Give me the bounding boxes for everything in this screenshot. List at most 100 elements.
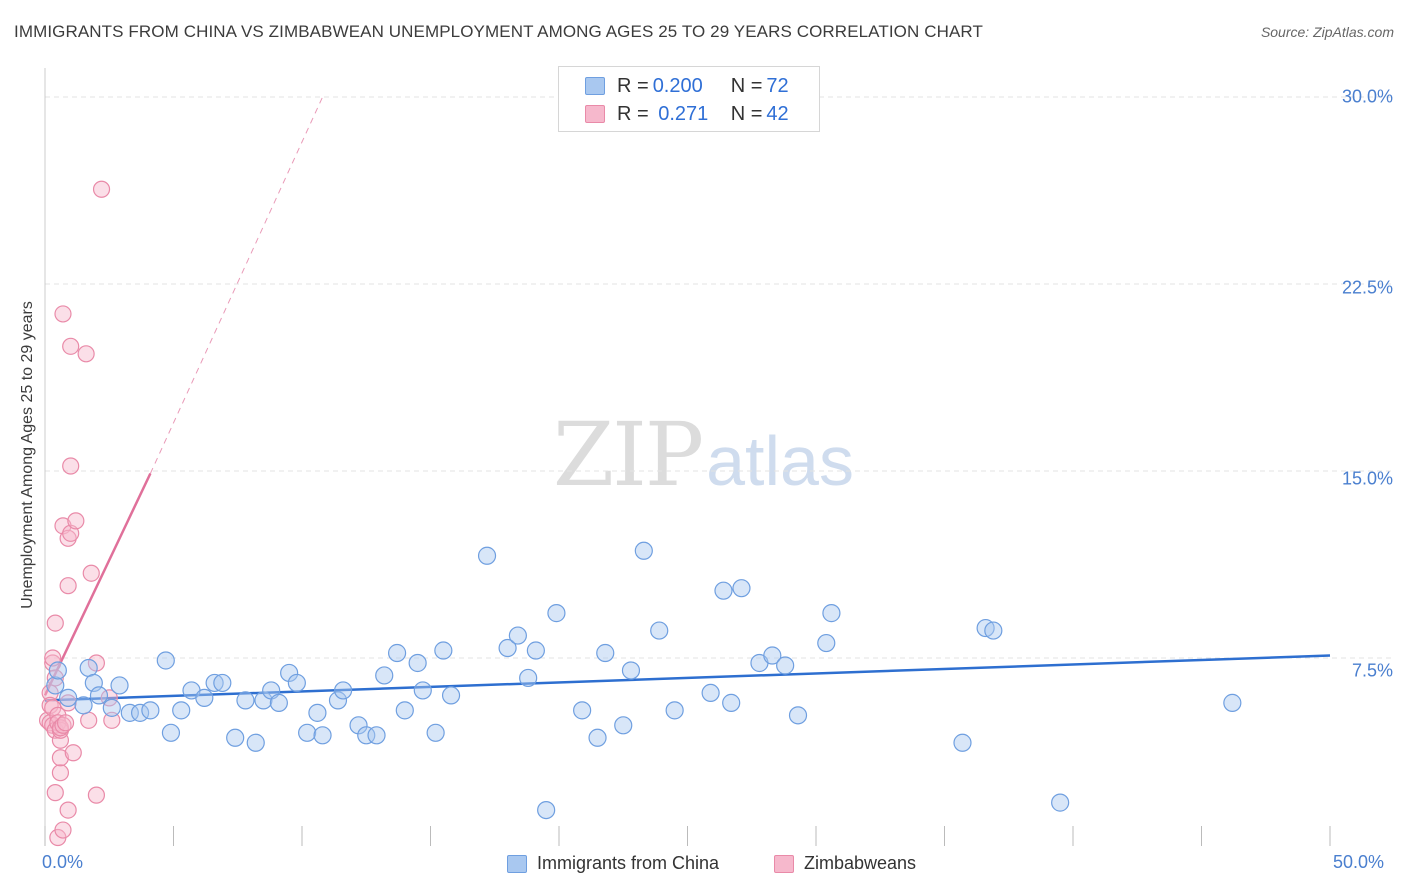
- zimbabwe-point: [51, 764, 70, 782]
- china-point: [246, 733, 265, 752]
- y-tick-label: 15.0%: [1341, 468, 1393, 489]
- china-point: [254, 691, 273, 710]
- zimbabwe-point: [80, 711, 98, 729]
- zimbabwe-legend-label: Zimbabweans: [804, 853, 917, 873]
- zimbabwe-point: [77, 345, 95, 363]
- y-axis-label: Unemployment Among Ages 25 to 29 years: [19, 301, 36, 609]
- china-point: [477, 546, 497, 565]
- zimbabwe-point: [56, 714, 75, 732]
- china-point: [110, 676, 129, 695]
- china-point: [287, 673, 306, 693]
- china-point: [236, 691, 255, 710]
- watermark: ZIPatlas: [553, 403, 854, 506]
- china-point: [269, 693, 288, 712]
- china-point: [367, 726, 386, 745]
- china-point: [172, 701, 191, 720]
- china-point: [596, 643, 615, 663]
- china-point: [141, 701, 160, 720]
- china-point: [48, 661, 67, 680]
- zimbabwe-trend-line: [43, 472, 152, 696]
- china-point: [526, 641, 545, 660]
- china-point: [1051, 793, 1070, 812]
- zimbabwe-point: [54, 305, 72, 323]
- china-point: [298, 723, 317, 742]
- legend-row-zimbabwe: R = 0.271 N = 42: [585, 101, 789, 127]
- china-point: [226, 728, 245, 747]
- legend-r-value: 0.271: [652, 102, 709, 125]
- china-swatch: [585, 77, 605, 95]
- zimbabweans-points: [38, 180, 121, 847]
- zimbabwe-point: [54, 821, 72, 839]
- china-points: [46, 541, 1242, 820]
- china-legend-label: Immigrants from China: [537, 853, 720, 873]
- zimbabwe-point: [87, 786, 106, 804]
- zimbabwe-point: [59, 801, 77, 819]
- legend-n-value: 72: [766, 74, 789, 97]
- china-point: [74, 696, 93, 715]
- correlation-legend: R = 0.200 N = 72 R = 0.271 N = 42: [558, 66, 820, 132]
- china-point: [621, 661, 641, 680]
- china-point: [434, 641, 453, 660]
- china-point: [280, 663, 299, 683]
- bottom-legend-zimbabwe: Zimbabweans: [774, 853, 916, 874]
- china-point: [120, 703, 139, 722]
- china-point: [213, 673, 232, 693]
- china-point: [817, 633, 836, 653]
- china-point: [413, 681, 432, 700]
- china-point: [156, 651, 175, 670]
- y-tick-label: 22.5%: [1341, 277, 1393, 298]
- zimbabwe-point: [82, 564, 100, 582]
- china-point: [89, 686, 109, 705]
- china-point: [722, 693, 741, 712]
- china-trend-line: [44, 654, 1331, 702]
- legend-n-value: 42: [766, 102, 789, 125]
- china-point: [349, 716, 368, 735]
- china-point: [498, 638, 517, 658]
- zimbabwe-point: [59, 529, 77, 547]
- zimbabwe-point: [59, 577, 77, 595]
- axis-layer: [44, 68, 1331, 846]
- x-tick-label-max: 50.0%: [1333, 852, 1385, 872]
- legend-n-label: N =: [730, 74, 763, 97]
- china-point: [650, 621, 669, 640]
- china-point: [822, 604, 841, 623]
- zimbabwe-point: [46, 669, 64, 687]
- china-point: [788, 706, 808, 725]
- zimbabwe-point: [103, 711, 121, 729]
- chart-title: IMMIGRANTS FROM CHINA VS ZIMBABWEAN UNEM…: [14, 22, 983, 41]
- china-point: [614, 716, 633, 735]
- china-point: [357, 726, 376, 745]
- china-point: [573, 701, 592, 720]
- china-point: [953, 733, 972, 752]
- bottom-legend-china: Immigrants from China: [507, 853, 719, 874]
- y-tick-label: 30.0%: [1341, 86, 1393, 107]
- watermark-atlas: atlas: [706, 422, 854, 500]
- zimbabwe-swatch: [585, 105, 605, 123]
- china-point: [547, 604, 566, 623]
- trend-layer: [43, 96, 1331, 702]
- china-point: [984, 621, 1003, 640]
- china-point: [195, 688, 214, 707]
- china-point: [519, 668, 538, 688]
- zimbabwe-point: [46, 614, 64, 632]
- zimbabwe-point: [51, 749, 70, 767]
- zimbabwe-point: [62, 337, 80, 355]
- x-tick-label-min: 0.0%: [42, 852, 84, 872]
- china-point: [161, 723, 181, 742]
- zimbabwe-point: [67, 512, 85, 530]
- y-tick-label: 7.5%: [1351, 660, 1393, 681]
- legend-r-label: R =: [617, 102, 649, 125]
- china-point: [387, 643, 407, 663]
- china-point: [426, 723, 445, 742]
- china-point: [588, 728, 607, 747]
- china-point: [441, 686, 461, 705]
- china-point: [408, 653, 427, 673]
- grid-layer: [45, 96, 1392, 659]
- source-note: Source: ZipAtlas.com: [1260, 24, 1394, 40]
- china-point: [205, 673, 224, 693]
- zimbabwe-point: [64, 744, 82, 762]
- china-point: [59, 688, 78, 707]
- zimbabwe-point: [54, 716, 72, 734]
- legend-r-label: R =: [617, 74, 649, 97]
